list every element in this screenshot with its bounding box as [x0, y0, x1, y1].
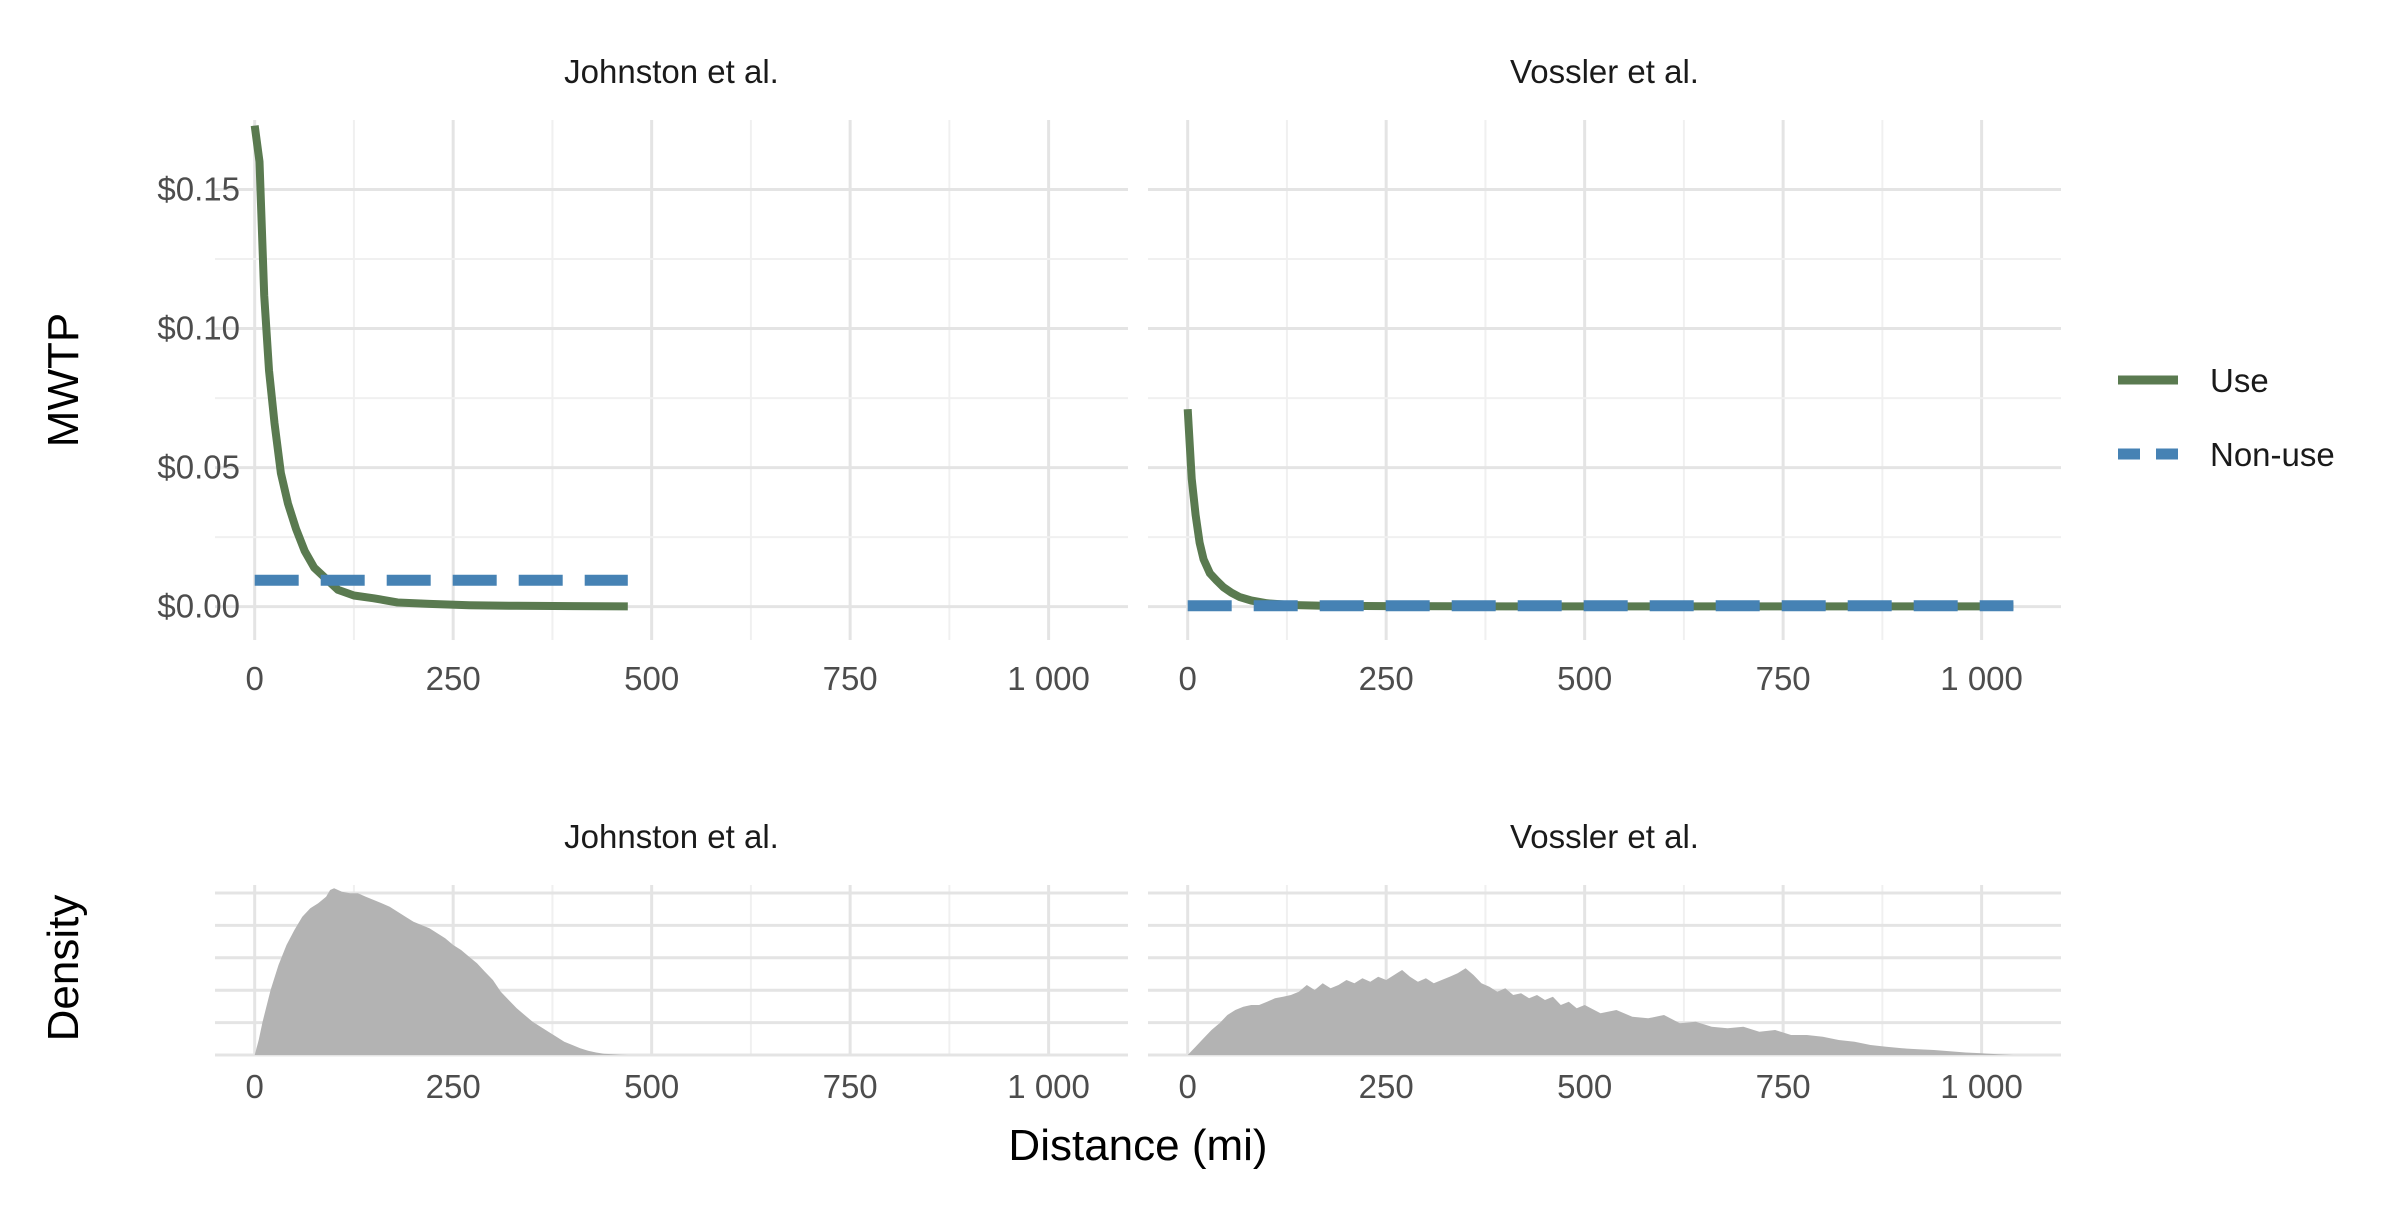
legend-label-non-use: Non-use: [2210, 436, 2335, 473]
x-tick-label: 0: [1179, 660, 1197, 697]
x-tick-label: 500: [624, 660, 679, 697]
y-tick-label: $0.10: [157, 310, 240, 347]
x-tick-label: 250: [426, 1068, 481, 1105]
x-tick-label: 500: [1557, 1068, 1612, 1105]
panel-bottom-left: Johnston et al. 0 250 500 750 1 000: [215, 818, 1128, 1105]
x-tick-label: 1 000: [1007, 1068, 1090, 1105]
grid-top-right: [1148, 120, 2061, 640]
x-tick-label: 500: [1557, 660, 1612, 697]
x-tick-label: 500: [624, 1068, 679, 1105]
legend-label-use: Use: [2210, 362, 2269, 399]
panel-top-left: Johnston et al. 0 250 500 750 1 000 $0.00 $0.05…: [157, 53, 1128, 697]
grid-top-left: [215, 120, 1128, 640]
facet-label: Vossler et al.: [1510, 818, 1699, 855]
x-tick-label: 1 000: [1940, 1068, 2023, 1105]
y-axis-title-density: Density: [39, 895, 88, 1042]
x-tick-label: 750: [1756, 660, 1811, 697]
x-tick-label: 0: [1179, 1068, 1197, 1105]
facet-label: Vossler et al.: [1510, 53, 1699, 90]
x-tick-label: 750: [823, 1068, 878, 1105]
x-tick-label: 1 000: [1940, 660, 2023, 697]
series-line-use: [250, 125, 628, 611]
y-tick-label: $0.05: [157, 449, 240, 486]
facet-label: Johnston et al.: [564, 818, 779, 855]
y-tick-label: $0.00: [157, 588, 240, 625]
x-tick-label: 1 000: [1007, 660, 1090, 697]
density-area: [254, 888, 628, 1055]
x-tick-label: 750: [1756, 1068, 1811, 1105]
y-tick-label: $0.15: [157, 171, 240, 208]
x-tick-label: 250: [1359, 1068, 1414, 1105]
panel-bottom-right: Vossler et al. 0 250 500 750 1 000: [1148, 818, 2061, 1105]
x-tick-label: 250: [426, 660, 481, 697]
series-line-use: [1183, 408, 2014, 611]
density-area: [1187, 968, 2014, 1055]
x-tick-label: 0: [246, 660, 264, 697]
x-tick-label: 0: [246, 1068, 264, 1105]
legend: Use Non-use: [2118, 362, 2335, 473]
x-tick-label: 750: [823, 660, 878, 697]
facet-label: Johnston et al.: [564, 53, 779, 90]
x-axis-title: Distance (mi): [1008, 1121, 1267, 1170]
panel-top-right: Vossler et al. 0 250 500 750 1 000: [1148, 53, 2061, 697]
x-tick-label: 250: [1359, 660, 1414, 697]
y-axis-title-mwtp: MWTP: [39, 313, 88, 447]
